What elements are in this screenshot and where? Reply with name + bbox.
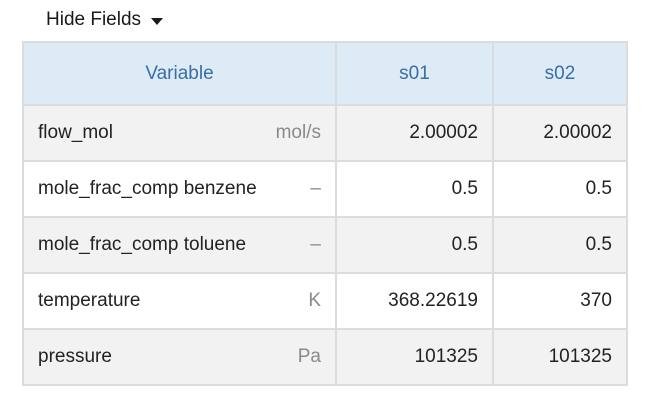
variable-unit: – xyxy=(310,178,321,199)
value-cell-s02: 0.5 xyxy=(492,160,628,218)
variable-unit: K xyxy=(308,290,321,311)
caret-down-icon xyxy=(151,17,164,25)
value-cell-s02: 2.00002 xyxy=(492,104,628,162)
table-row: temperature K 368.22619 370 xyxy=(22,272,628,330)
variable-cell: mole_frac_comp benzene – xyxy=(22,160,337,218)
value-cell-s01: 101325 xyxy=(335,328,494,386)
value-cell-s02: 370 xyxy=(492,272,628,330)
variable-cell: temperature K xyxy=(22,272,337,330)
value-cell-s02: 0.5 xyxy=(492,216,628,274)
variable-cell: flow_mol mol/s xyxy=(22,104,337,162)
value-cell-s01: 368.22619 xyxy=(335,272,494,330)
table-row: mole_frac_comp toluene – 0.5 0.5 xyxy=(22,216,628,274)
hide-fields-dropdown[interactable]: Hide Fields xyxy=(46,8,164,32)
variable-name: pressure xyxy=(38,346,112,367)
value-cell-s01: 0.5 xyxy=(335,160,494,218)
value-cell-s01: 2.00002 xyxy=(335,104,494,162)
header-row: Variable s01 s02 xyxy=(22,41,628,106)
variable-name: temperature xyxy=(38,290,141,311)
variable-name: mole_frac_comp benzene xyxy=(38,178,257,199)
variable-unit: Pa xyxy=(297,346,321,367)
variable-cell: mole_frac_comp toluene – xyxy=(22,216,337,274)
value-cell-s01: 0.5 xyxy=(335,216,494,274)
variable-name: mole_frac_comp toluene xyxy=(38,234,247,255)
table-row: mole_frac_comp benzene – 0.5 0.5 xyxy=(22,160,628,218)
value-cell-s02: 101325 xyxy=(492,328,628,386)
stream-table: Variable s01 s02 flow_mol mol/s 2.00002 … xyxy=(22,41,628,386)
header-variable[interactable]: Variable xyxy=(22,41,337,106)
variable-cell: pressure Pa xyxy=(22,328,337,386)
stream-table-container: Variable s01 s02 flow_mol mol/s 2.00002 … xyxy=(22,41,628,386)
header-s01[interactable]: s01 xyxy=(335,41,494,106)
variable-unit: mol/s xyxy=(275,122,321,143)
variable-unit: – xyxy=(310,234,321,255)
table-row: flow_mol mol/s 2.00002 2.00002 xyxy=(22,104,628,162)
table-row: pressure Pa 101325 101325 xyxy=(22,328,628,386)
hide-fields-label: Hide Fields xyxy=(46,9,142,30)
variable-name: flow_mol xyxy=(38,122,113,143)
header-s02[interactable]: s02 xyxy=(492,41,628,106)
